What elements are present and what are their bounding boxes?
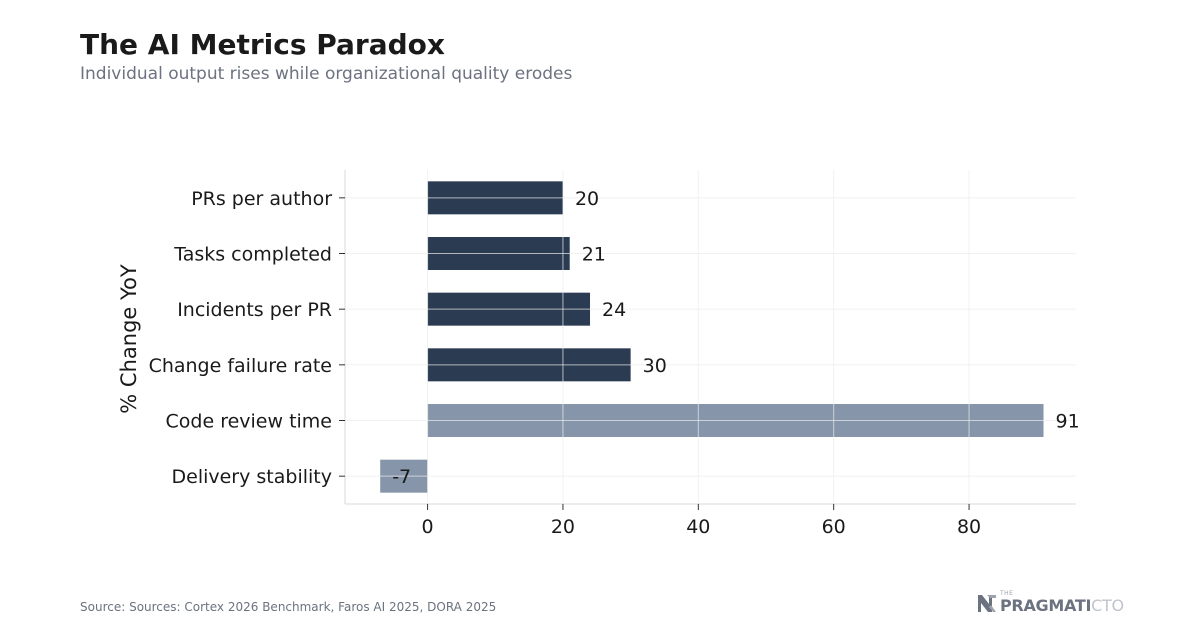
chart-title: The AI Metrics Paradox [80, 28, 445, 61]
data-label: 91 [1056, 411, 1080, 433]
x-tick-label: 20 [551, 516, 575, 538]
y-tick-label: Delivery stability [172, 466, 333, 488]
data-label: 24 [602, 299, 626, 321]
chart-subtitle: Individual output rises while organizati… [80, 64, 573, 84]
x-tick-label: 60 [822, 516, 846, 538]
brand-light: CTO [1091, 596, 1124, 615]
y-tick-label: Change failure rate [149, 355, 332, 377]
data-label: 20 [575, 188, 599, 210]
y-tick-label: Incidents per PR [177, 299, 332, 321]
brand-wordmark: THE PRAGMATICTO [1000, 591, 1124, 615]
data-label: 30 [643, 355, 667, 377]
x-tick-label: 80 [957, 516, 981, 538]
data-label: -7 [392, 466, 411, 488]
x-tick-label: 0 [422, 516, 434, 538]
source-note: Source: Sources: Cortex 2026 Benchmark, … [80, 600, 497, 614]
brand-the: THE [1000, 590, 1014, 597]
x-tick-label: 40 [686, 516, 710, 538]
data-label: 21 [582, 244, 606, 266]
brand-mark-icon [978, 595, 996, 612]
y-axis-title: % Change YoY [117, 264, 141, 414]
y-tick-label: Code review time [166, 411, 332, 433]
y-tick-label: Tasks completed [173, 244, 332, 266]
brand-strong: PRAGMATI [1000, 596, 1092, 615]
y-tick-label: PRs per author [191, 188, 332, 210]
brand-logo: THE PRAGMATICTO [976, 590, 1124, 614]
